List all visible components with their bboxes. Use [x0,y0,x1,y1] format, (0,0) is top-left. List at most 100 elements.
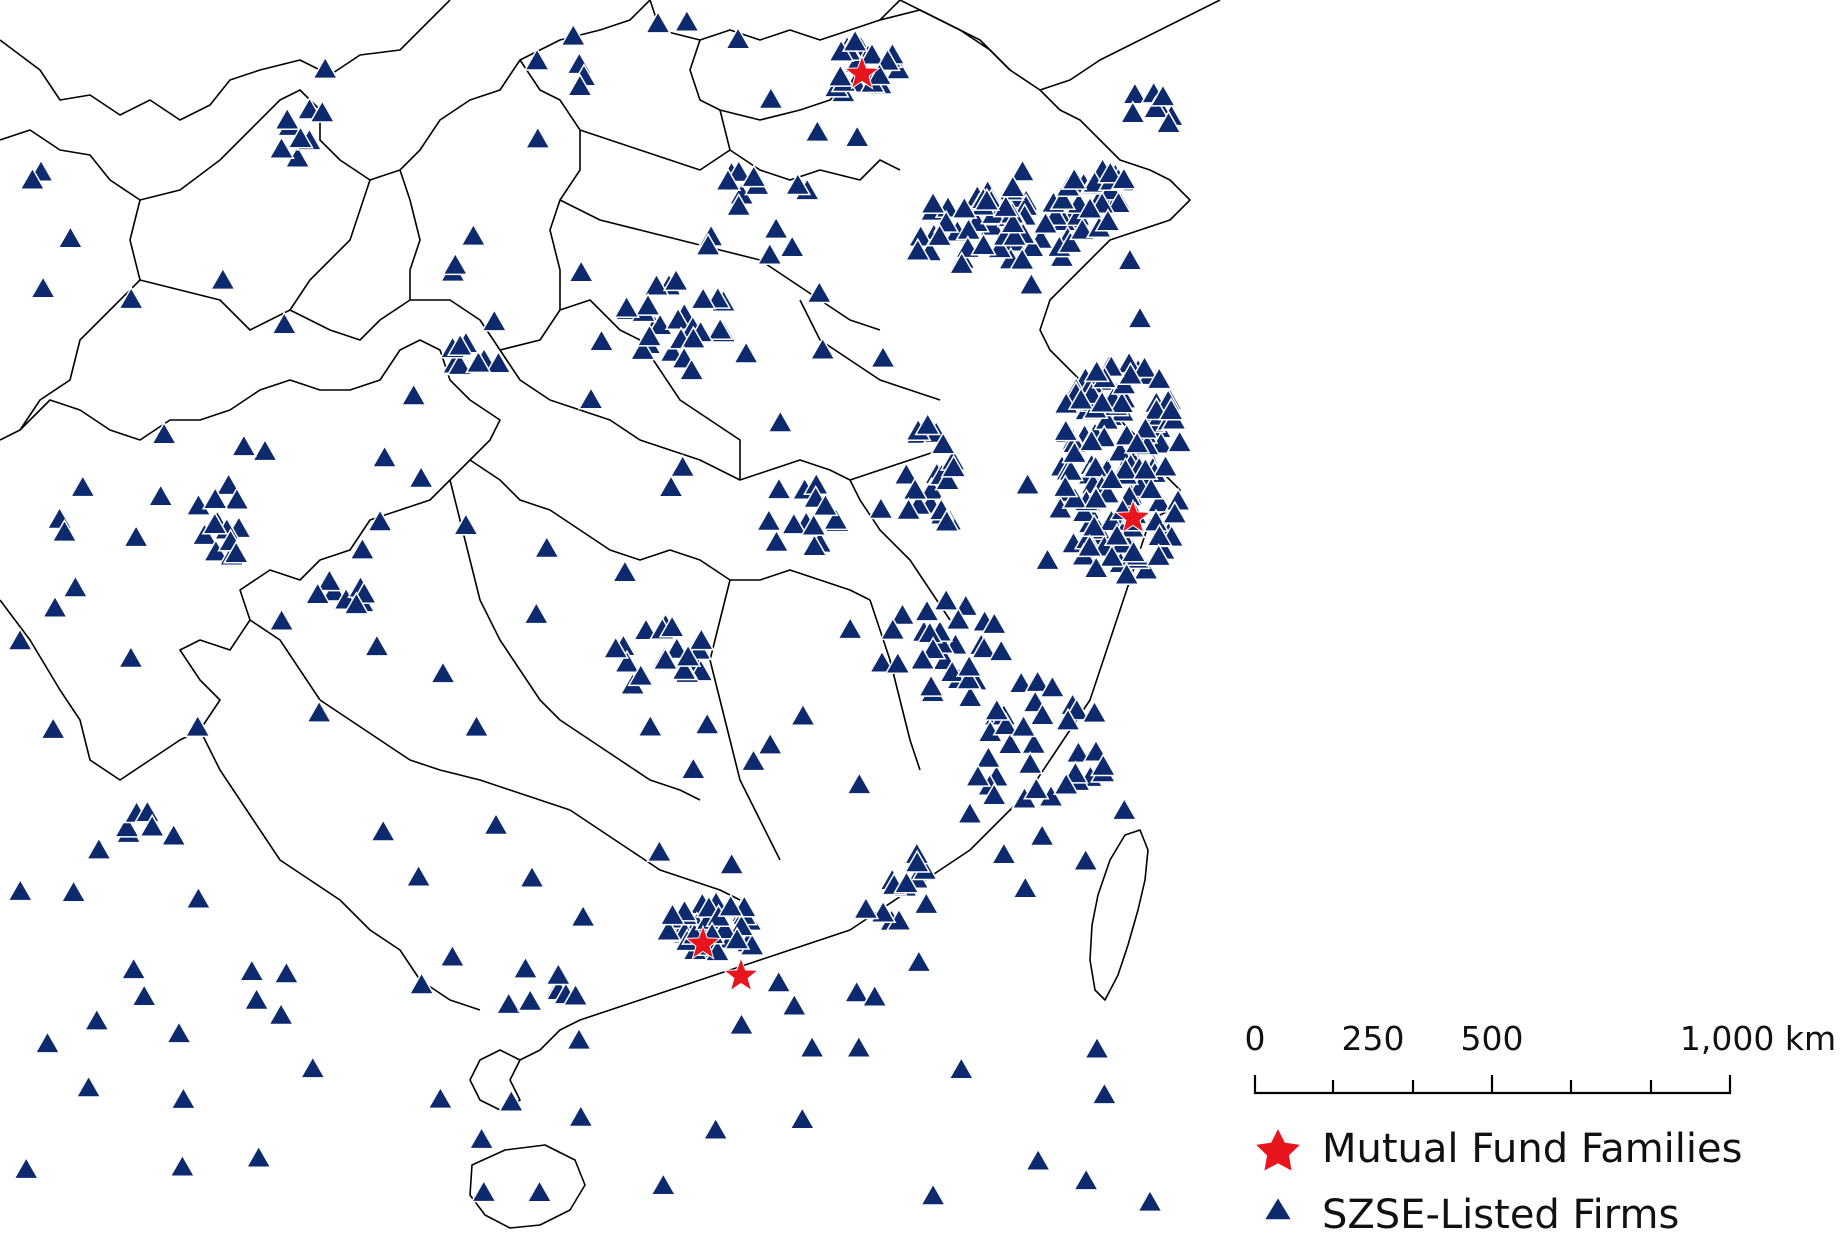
firm-marker [12,1156,40,1180]
firm-marker [680,756,707,780]
firm-marker [893,461,920,486]
firm-marker [439,943,466,968]
firm-marker [1072,847,1099,872]
firm-marker [470,1179,498,1203]
firm-marker [1090,752,1117,777]
firm-marker [1132,415,1159,439]
firm-marker [694,232,722,256]
firm-marker [446,332,474,356]
firm-marker [1029,702,1056,726]
fund-family-markers [684,54,1152,992]
firm-marker [763,528,790,553]
firm-marker [62,574,89,598]
firm-marker [913,891,940,915]
firm-marker [678,357,705,381]
firm-marker [1120,539,1147,563]
firm-marker [1014,471,1041,496]
firm-marker [903,849,931,873]
firm-marker [913,598,941,622]
firm-marker [1110,166,1138,190]
firm-marker [724,26,752,50]
firm-marker [627,662,655,687]
firm-marker [1111,797,1138,821]
firm-marker [706,316,734,341]
firm-marker [1098,466,1126,490]
firm-marker [1136,1188,1164,1213]
firm-marker [1024,669,1051,693]
firm-marker [905,949,933,973]
fund-family-marker [684,924,722,960]
firm-marker [740,748,767,772]
firm-marker [933,508,961,533]
firm-marker [366,508,394,532]
firm-marker [767,409,794,433]
scale-label-1000: 1,000 km [1680,1019,1836,1058]
firm-marker [955,666,982,690]
firm-marker [658,614,686,638]
firm-marker [1083,1035,1111,1060]
firm-marker [251,438,279,462]
firm-marker [523,601,550,625]
firm-marker [516,987,544,1012]
blue-triangle-icon [1262,1195,1294,1221]
firm-marker [1146,489,1173,513]
firm-marker [868,649,896,674]
firm-marker [1119,100,1147,124]
firm-marker [512,955,539,979]
firm-marker [238,958,266,982]
firm-marker [169,1153,196,1177]
firm-marker [644,10,672,34]
firm-marker [632,617,660,641]
firm-marker [122,524,150,548]
province-boundaries [0,0,1221,1111]
firm-marker [1067,386,1095,411]
firm-marker [956,800,984,825]
firm-marker [429,660,457,684]
firm-marker [223,486,251,511]
firm-marker [343,591,370,615]
firm-marker [784,171,812,196]
firm-marker [992,194,1020,218]
firm-marker [843,979,870,1003]
firm-marker [765,476,793,500]
firm-marker [636,323,663,347]
firm-marker [1091,1081,1118,1105]
firm-marker [304,581,331,605]
firm-marker [845,1034,873,1058]
firm-marker [1142,95,1169,119]
firm-marker [185,885,212,910]
firm-marker [305,699,333,723]
firm-marker [602,635,629,659]
firm-marker [762,215,790,240]
firm-marker [400,382,427,406]
firm-marker [138,813,166,837]
firm-marker [798,1034,826,1059]
firm-marker [780,511,808,535]
firm-marker [655,917,682,942]
firm-marker [893,870,920,894]
firm-marker [901,476,929,501]
firm-marker [1034,547,1061,571]
firm-marker [674,643,702,667]
firm-marker [1054,707,1082,731]
firm-marker [29,275,57,299]
firm-marker [243,986,270,1011]
firm-marker [407,464,435,489]
firm-marker [1081,699,1108,724]
firm-marker [940,454,967,478]
firm-marker [917,673,945,697]
firm-marker [789,1106,816,1130]
firm-marker [1078,428,1105,452]
firm-marker [1108,390,1136,414]
firm-marker [804,118,831,143]
firm-marker [919,636,947,660]
firm-marker [869,344,897,369]
firm-marker [756,731,784,755]
firm-marker [809,336,836,360]
firm-marker [51,518,78,543]
firm-marker [1039,674,1066,698]
firm-marker [271,311,298,335]
firm-marker [756,241,784,266]
firm-marker [1060,166,1088,190]
firm-marker [669,453,696,478]
